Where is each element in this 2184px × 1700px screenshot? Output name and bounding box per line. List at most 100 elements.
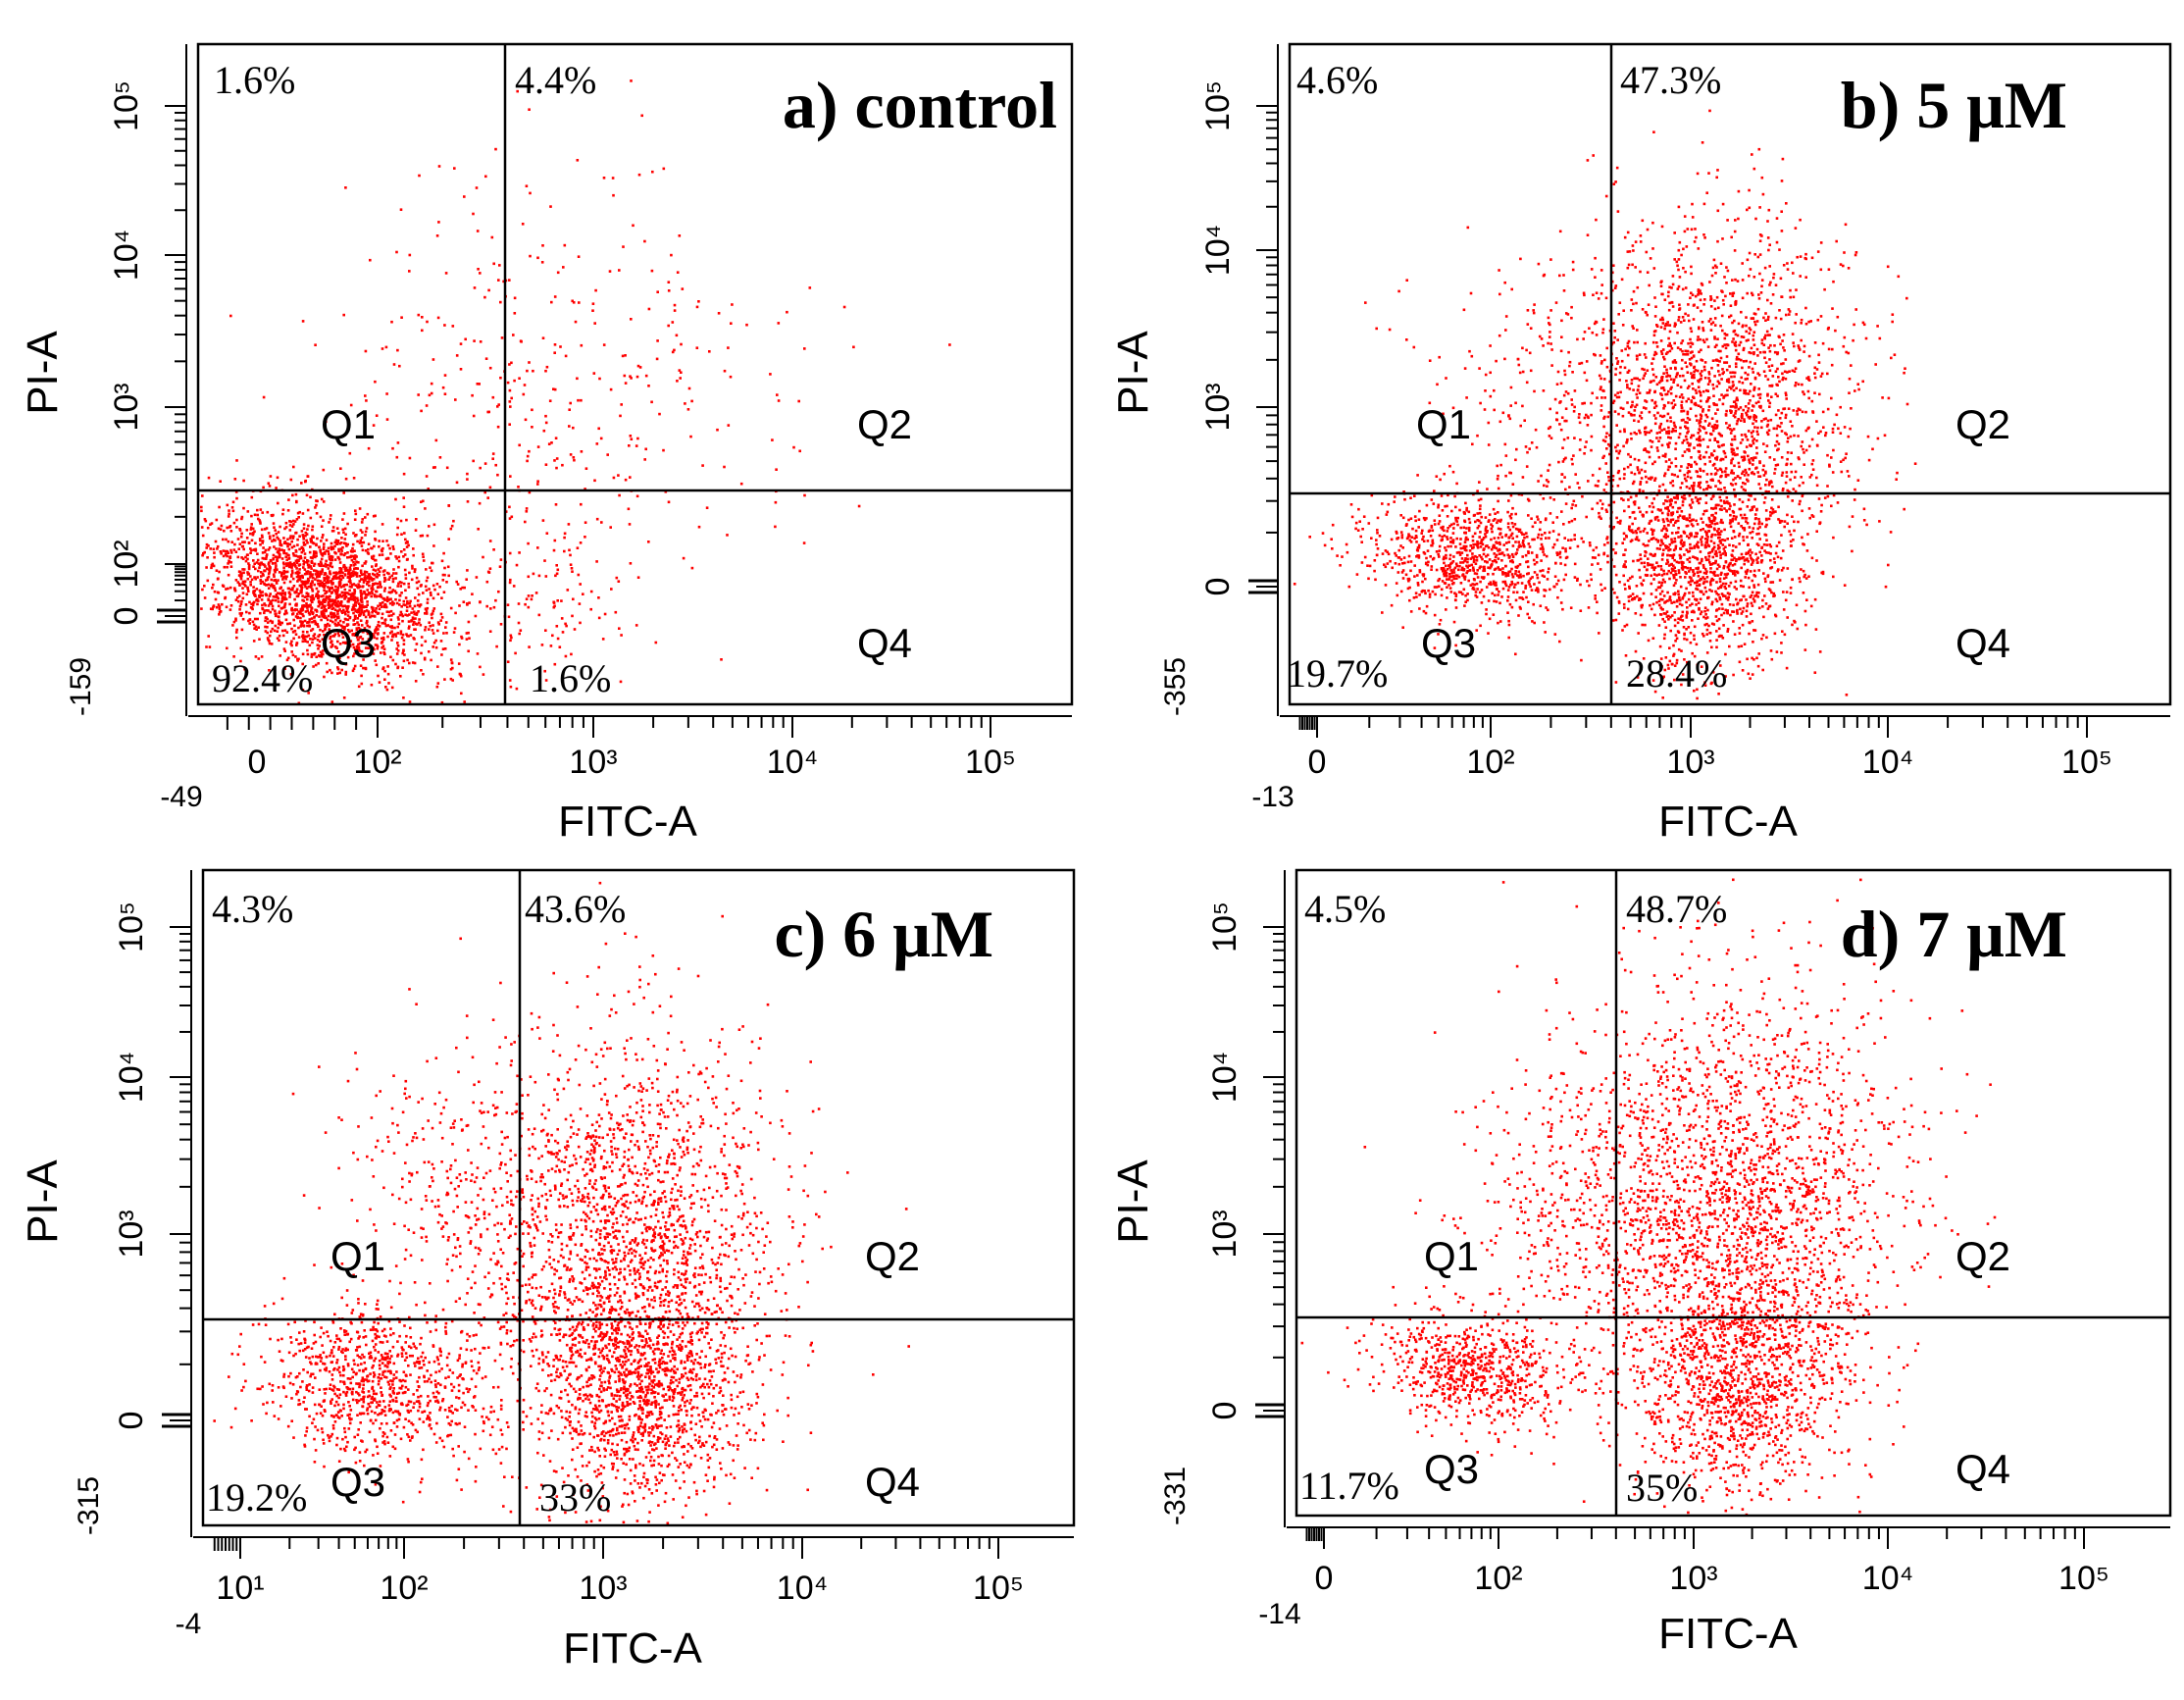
data-point	[1321, 532, 1325, 535]
data-point	[352, 654, 355, 658]
data-point	[360, 571, 363, 575]
data-point	[337, 584, 341, 588]
data-point	[433, 466, 436, 469]
data-point	[1435, 568, 1439, 572]
data-point	[545, 365, 549, 369]
data-point	[1680, 253, 1683, 257]
data-point	[348, 589, 351, 592]
data-point	[346, 522, 349, 526]
data-point	[326, 622, 330, 626]
data-point	[335, 576, 338, 580]
data-point	[440, 559, 444, 563]
data-point	[1653, 296, 1656, 299]
data-point	[1787, 437, 1790, 439]
data-point	[288, 529, 292, 532]
data-point	[1821, 410, 1825, 414]
data-point	[363, 610, 367, 613]
data-point	[1515, 535, 1519, 539]
data-point	[1494, 512, 1497, 515]
data-point	[428, 525, 431, 528]
data-point	[1504, 534, 1507, 538]
data-point	[1693, 376, 1696, 380]
data-point	[354, 509, 357, 512]
data-point	[1705, 415, 1709, 419]
data-point	[454, 611, 457, 615]
data-point	[381, 546, 384, 550]
data-point	[274, 598, 278, 602]
data-point	[1843, 251, 1846, 254]
data-point	[359, 539, 362, 542]
data-point	[1444, 546, 1447, 549]
data-point	[1767, 315, 1770, 319]
data-point	[1690, 400, 1694, 404]
data-point	[1481, 542, 1485, 546]
data-point	[433, 588, 436, 592]
data-point	[697, 525, 701, 529]
data-point	[1409, 560, 1413, 563]
data-point	[667, 500, 671, 504]
data-point	[309, 565, 312, 568]
data-point	[640, 114, 643, 118]
data-point	[1503, 582, 1507, 586]
data-point	[1384, 565, 1388, 569]
data-point	[351, 669, 355, 673]
data-point	[1836, 315, 1840, 319]
data-point	[439, 640, 443, 643]
data-point	[346, 576, 350, 579]
data-point	[244, 585, 247, 588]
data-point	[292, 618, 295, 622]
data-point	[405, 633, 408, 636]
data-point	[397, 559, 401, 563]
data-point	[1708, 281, 1711, 283]
data-point	[212, 547, 216, 551]
data-point	[310, 610, 314, 614]
data-point	[281, 589, 284, 592]
data-point	[305, 635, 309, 639]
data-point	[1757, 543, 1760, 547]
data-point	[549, 644, 553, 647]
data-point	[1471, 535, 1475, 539]
data-point	[325, 559, 328, 563]
data-point	[302, 566, 305, 569]
data-point	[293, 624, 296, 628]
data-point	[439, 619, 442, 622]
data-point	[346, 645, 350, 649]
data-point	[1739, 419, 1743, 423]
data-point	[1677, 248, 1681, 252]
data-point	[1331, 523, 1335, 527]
data-point	[373, 544, 376, 548]
data-point	[1485, 554, 1488, 558]
data-point	[1517, 530, 1521, 533]
data-point	[314, 663, 318, 667]
data-point	[1645, 510, 1649, 514]
data-point	[302, 563, 305, 566]
data-point	[312, 620, 316, 623]
data-point	[1435, 586, 1439, 589]
data-point	[360, 649, 364, 653]
data-point	[515, 563, 519, 567]
data-point	[383, 587, 386, 590]
data-point	[1631, 263, 1634, 267]
data-point	[1599, 568, 1602, 571]
data-point	[948, 343, 951, 346]
data-point	[1478, 566, 1482, 570]
data-point	[364, 560, 368, 563]
data-point	[355, 632, 358, 635]
data-point	[1454, 598, 1457, 602]
data-point	[1905, 402, 1909, 406]
data-point	[281, 576, 285, 580]
data-point	[385, 540, 388, 542]
data-point	[353, 614, 357, 618]
data-point	[1517, 570, 1521, 574]
data-point	[1681, 358, 1684, 362]
data-point	[260, 655, 264, 658]
data-point	[1669, 437, 1672, 439]
data-point	[562, 266, 565, 269]
data-point	[461, 586, 464, 590]
data-point	[580, 343, 584, 347]
data-point	[264, 625, 267, 629]
data-point	[301, 594, 304, 597]
data-point	[215, 605, 219, 609]
data-point	[1472, 542, 1475, 546]
data-point	[1730, 450, 1734, 453]
